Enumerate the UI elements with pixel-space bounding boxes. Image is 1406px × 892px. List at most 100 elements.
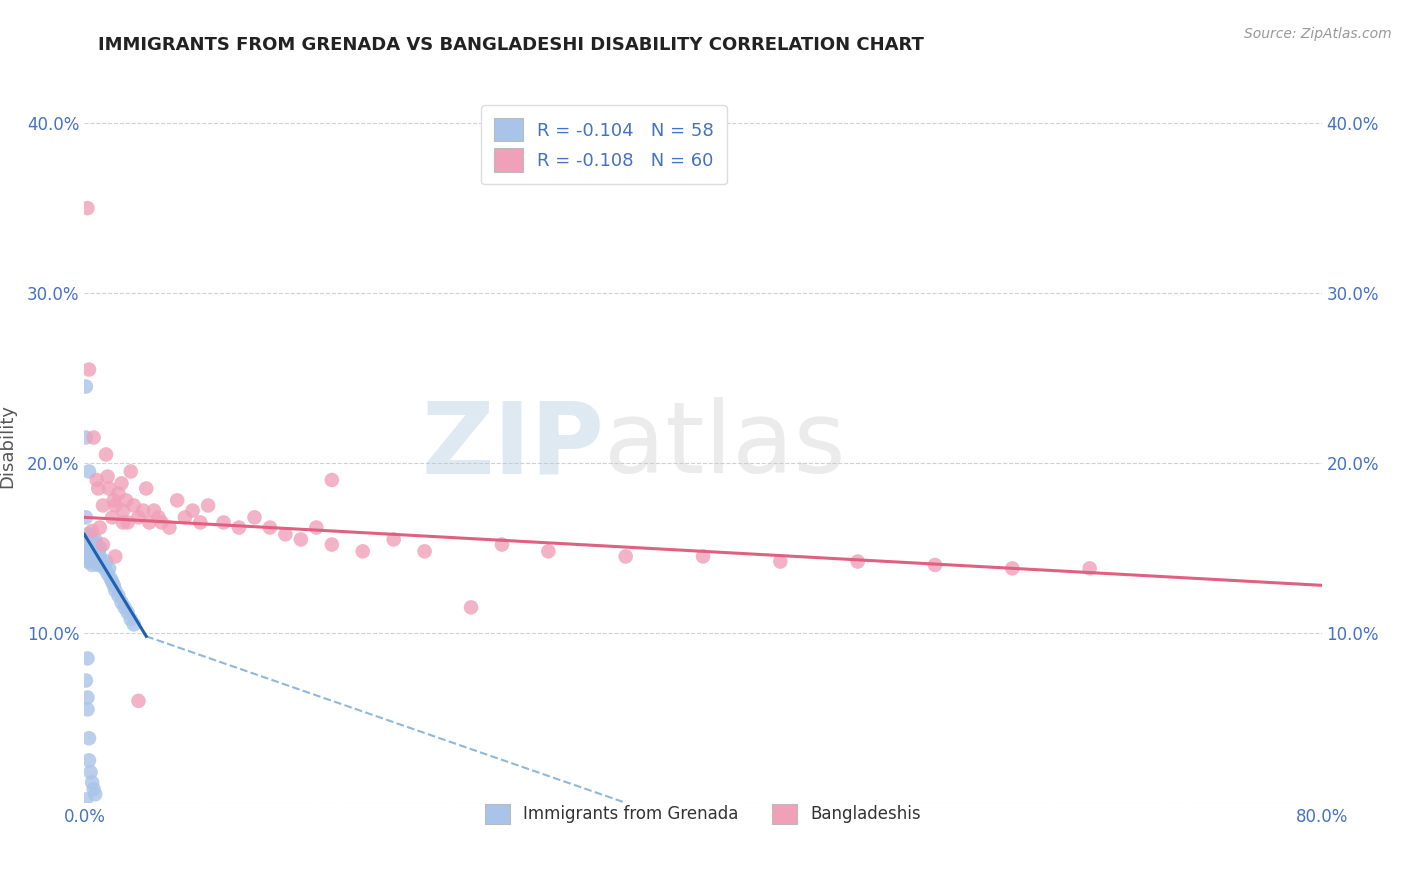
Point bbox=[114, 600, 136, 615]
Point bbox=[122, 499, 145, 513]
Point bbox=[769, 555, 792, 569]
Point bbox=[82, 544, 104, 558]
Point bbox=[107, 589, 129, 603]
Point bbox=[305, 520, 328, 534]
Y-axis label: Disability: Disability bbox=[0, 404, 15, 488]
Point bbox=[75, 379, 97, 393]
Point bbox=[117, 606, 139, 620]
Point bbox=[76, 544, 98, 558]
Point bbox=[86, 549, 108, 564]
Point bbox=[135, 482, 157, 496]
Point bbox=[75, 673, 97, 688]
Point bbox=[117, 516, 139, 530]
Point bbox=[98, 482, 121, 496]
Point bbox=[127, 694, 149, 708]
Point bbox=[83, 544, 105, 558]
Point bbox=[120, 465, 142, 479]
Point bbox=[91, 558, 114, 572]
Point bbox=[77, 465, 100, 479]
Point bbox=[87, 544, 110, 558]
Point bbox=[83, 537, 105, 551]
Point bbox=[174, 510, 197, 524]
Point bbox=[103, 578, 125, 592]
Point bbox=[614, 549, 637, 564]
Point bbox=[77, 537, 100, 551]
Point bbox=[166, 493, 188, 508]
Point bbox=[103, 493, 125, 508]
Point bbox=[120, 612, 142, 626]
Point bbox=[460, 600, 482, 615]
Text: atlas: atlas bbox=[605, 398, 845, 494]
Point bbox=[274, 527, 297, 541]
Point bbox=[89, 520, 111, 534]
Point bbox=[89, 541, 111, 555]
Point bbox=[77, 753, 100, 767]
Point bbox=[110, 476, 132, 491]
Point bbox=[79, 533, 101, 547]
Point bbox=[104, 583, 127, 598]
Point bbox=[1001, 561, 1024, 575]
Point bbox=[692, 549, 714, 564]
Point bbox=[1078, 561, 1101, 575]
Point bbox=[75, 792, 97, 806]
Point bbox=[84, 533, 107, 547]
Point bbox=[243, 510, 266, 524]
Point bbox=[188, 516, 211, 530]
Point bbox=[115, 493, 138, 508]
Point bbox=[846, 555, 869, 569]
Point bbox=[76, 533, 98, 547]
Point bbox=[127, 510, 149, 524]
Point bbox=[101, 510, 124, 524]
Point bbox=[76, 555, 98, 569]
Point bbox=[79, 555, 101, 569]
Point bbox=[138, 516, 160, 530]
Point bbox=[924, 558, 946, 572]
Point bbox=[75, 537, 97, 551]
Point bbox=[84, 787, 107, 801]
Point bbox=[382, 533, 405, 547]
Point bbox=[87, 558, 110, 572]
Point bbox=[94, 555, 117, 569]
Point bbox=[79, 765, 101, 780]
Point bbox=[212, 516, 235, 530]
Point bbox=[100, 572, 122, 586]
Text: ZIP: ZIP bbox=[422, 398, 605, 494]
Point bbox=[122, 617, 145, 632]
Text: Source: ZipAtlas.com: Source: ZipAtlas.com bbox=[1244, 27, 1392, 41]
Point bbox=[321, 537, 343, 551]
Point bbox=[91, 537, 114, 551]
Point bbox=[89, 549, 111, 564]
Point bbox=[87, 482, 110, 496]
Point bbox=[132, 503, 155, 517]
Point bbox=[352, 544, 374, 558]
Point bbox=[82, 775, 104, 789]
Point bbox=[101, 574, 124, 589]
Point bbox=[76, 702, 98, 716]
Point bbox=[86, 473, 108, 487]
Point bbox=[181, 503, 204, 517]
Legend: Immigrants from Grenada, Bangladeshis: Immigrants from Grenada, Bangladeshis bbox=[471, 790, 935, 838]
Point bbox=[91, 499, 114, 513]
Point bbox=[290, 533, 312, 547]
Point bbox=[98, 561, 121, 575]
Point bbox=[77, 362, 100, 376]
Point bbox=[150, 516, 173, 530]
Point bbox=[83, 782, 105, 797]
Point bbox=[159, 520, 180, 534]
Point bbox=[112, 516, 135, 530]
Point bbox=[77, 731, 100, 746]
Point bbox=[93, 561, 115, 575]
Point bbox=[76, 527, 98, 541]
Point bbox=[148, 510, 170, 524]
Point bbox=[86, 537, 108, 551]
Point bbox=[413, 544, 436, 558]
Point bbox=[110, 595, 132, 609]
Point bbox=[75, 549, 97, 564]
Point bbox=[82, 558, 104, 572]
Point bbox=[94, 448, 117, 462]
Point bbox=[83, 430, 105, 444]
Point bbox=[96, 469, 118, 483]
Point bbox=[321, 473, 343, 487]
Point bbox=[104, 549, 127, 564]
Point bbox=[107, 486, 129, 500]
